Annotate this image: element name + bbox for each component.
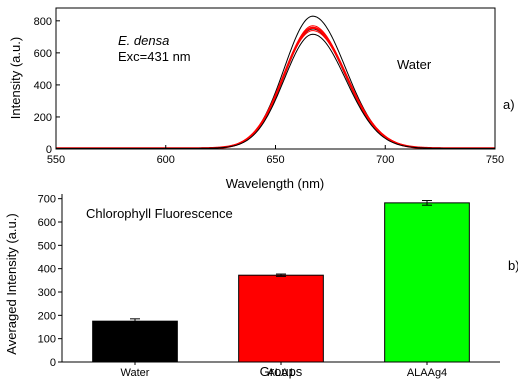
category-label-ALA1: ALA1 — [268, 367, 295, 379]
b-y-tick-label-600: 600 — [38, 217, 56, 229]
b-y-tick-label-400: 400 — [38, 264, 56, 276]
bar-ALA1 — [238, 274, 324, 363]
panel-a-xlabel: Wavelength (nm) — [226, 176, 325, 191]
b-y-tick-label-300: 300 — [38, 287, 56, 299]
x-tick-label-750: 750 — [486, 154, 504, 166]
panel-a-frame — [55, 7, 496, 150]
b-y-tick-label-200: 200 — [38, 310, 56, 322]
species-annotation: E. densa — [118, 33, 169, 48]
bar-Water — [92, 320, 178, 363]
category-label-Water: Water — [121, 367, 150, 379]
excitation-annotation: Exc=431 nm — [118, 49, 191, 64]
y-tick-label-0: 0 — [46, 144, 52, 156]
panel-b-bars: Water ALA1 ALAAg4 0 100 200 300 400 500 600 700 C… — [4, 194, 518, 379]
panel-a-ylabel: Intensity (a.u.) — [8, 37, 23, 119]
panel-b-xlabel: Groups — [260, 364, 303, 379]
bar-ALAAg4 — [384, 202, 470, 363]
condition-annotation: Water — [397, 57, 432, 72]
b-y-tick-label-0: 0 — [50, 357, 56, 369]
panel-a-spectrum: 550 600 650 700 750 0 200 400 600 800 E. densa Ex… — [8, 7, 515, 191]
panel-b-ylabel: Averaged Intensity (a.u.) — [4, 213, 19, 354]
b-y-tick-label-500: 500 — [38, 240, 56, 252]
y-tick-label-600: 600 — [34, 48, 52, 60]
panel-b-title: Chlorophyll Fluorescence — [86, 206, 233, 221]
panel-b-label: b) — [508, 258, 518, 273]
y-tick-label-400: 400 — [34, 80, 52, 92]
y-tick-label-200: 200 — [34, 112, 52, 124]
x-tick-label-550: 550 — [47, 154, 65, 166]
x-tick-label-600: 600 — [157, 154, 175, 166]
b-y-tick-label-100: 100 — [38, 334, 56, 346]
y-tick-label-800: 800 — [34, 16, 52, 28]
panel-a-label: a) — [503, 97, 515, 112]
b-y-tick-label-700: 700 — [38, 194, 56, 206]
x-tick-label-650: 650 — [266, 154, 284, 166]
category-label-ALAAg4: ALAAg4 — [407, 367, 447, 379]
spectrum-line-6 — [56, 33, 495, 149]
x-tick-label-700: 700 — [376, 154, 394, 166]
